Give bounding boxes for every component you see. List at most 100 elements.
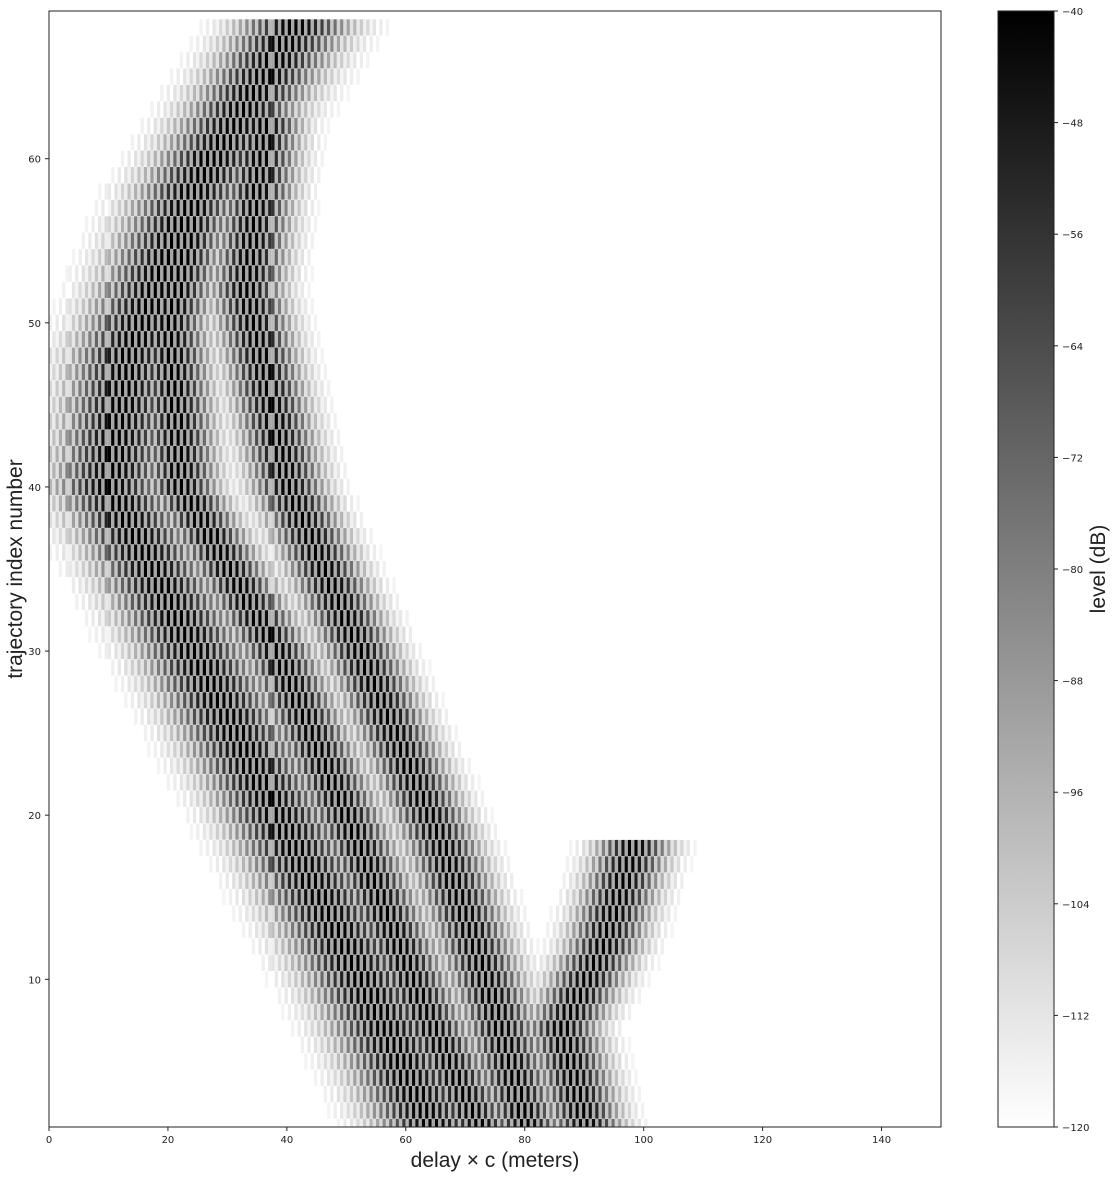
heatmap-cell (268, 314, 272, 331)
heatmap-cell (578, 1020, 583, 1037)
heatmap-cell (156, 363, 161, 381)
heatmap-cell (542, 1069, 547, 1086)
heatmap-cell (287, 905, 292, 922)
heatmap-cell (451, 1020, 455, 1037)
heatmap-cell (346, 1020, 350, 1037)
heatmap-cell (268, 610, 272, 627)
heatmap-cell (166, 708, 171, 725)
heatmap-cell (291, 610, 295, 627)
heatmap-cell (444, 921, 449, 939)
heatmap-cell (493, 938, 498, 955)
heatmap-cell (320, 413, 324, 430)
heatmap-cell (487, 856, 491, 873)
heatmap-cell (333, 1020, 337, 1037)
heatmap-cell (294, 429, 298, 446)
heatmap-cell (111, 380, 115, 397)
heatmap-cell (88, 528, 92, 545)
heatmap-cell (487, 1004, 491, 1021)
heatmap-cell (611, 1086, 615, 1103)
heatmap-cell (484, 1069, 488, 1086)
heatmap-cell (209, 577, 213, 594)
heatmap-cell (690, 856, 694, 873)
heatmap-cell (529, 1020, 534, 1037)
heatmap-cell (222, 446, 226, 463)
heatmap-cell (382, 823, 386, 840)
heatmap-cell (510, 1004, 514, 1021)
heatmap-cell (330, 642, 334, 660)
heatmap-cell (353, 971, 357, 988)
heatmap-cell (618, 872, 622, 889)
heatmap-cell (297, 659, 301, 676)
heatmap-cell (569, 889, 573, 906)
heatmap-cell (627, 938, 632, 955)
heatmap-cell (215, 446, 220, 463)
heatmap-cell (310, 347, 314, 364)
heatmap-cell (310, 1053, 314, 1070)
heatmap-cell (215, 544, 220, 561)
heatmap-cell (362, 528, 367, 545)
heatmap-cell (222, 692, 226, 709)
heatmap-cell (376, 560, 380, 578)
heatmap-cell (127, 347, 131, 364)
heatmap-cell (284, 790, 288, 807)
heatmap-cell (631, 1118, 635, 1127)
heatmap-cell (660, 889, 664, 906)
heatmap-cell (627, 1102, 632, 1119)
heatmap-cell (310, 856, 314, 873)
heatmap-cell (621, 1004, 625, 1021)
heatmap-cell (444, 1102, 449, 1119)
heatmap-cell (340, 659, 344, 676)
heatmap-cell (235, 839, 239, 857)
heatmap-cell (333, 872, 337, 889)
heatmap-cell (448, 774, 452, 791)
heatmap-cell (310, 708, 314, 725)
heatmap-cell (385, 807, 390, 824)
heatmap-cell (143, 429, 148, 446)
heatmap-cell (71, 560, 76, 578)
heatmap-cell (281, 921, 285, 939)
heatmap-cell (320, 642, 324, 660)
heatmap-cell (176, 446, 180, 463)
heatmap-cell (75, 396, 79, 413)
heatmap-cell (235, 446, 239, 463)
heatmap-cell (120, 347, 125, 364)
heatmap-cell (372, 971, 377, 988)
heatmap-cell (313, 363, 318, 381)
heatmap-cell (111, 495, 115, 512)
heatmap-cell (323, 413, 328, 430)
heatmap-cell (588, 1004, 592, 1021)
heatmap-cell (317, 708, 321, 725)
heatmap-cell (441, 807, 445, 824)
heatmap-cell (304, 774, 308, 791)
heatmap-cell (307, 314, 311, 331)
heatmap-cell (297, 823, 301, 840)
heatmap-cell (340, 774, 344, 791)
heatmap-cell (418, 954, 422, 971)
heatmap-cell (667, 839, 671, 857)
heatmap-cell (228, 380, 233, 397)
heatmap-cell (166, 495, 171, 512)
heatmap-cell (294, 462, 298, 479)
heatmap-cell (170, 577, 174, 594)
heatmap-cell (317, 495, 321, 512)
heatmap-cell (323, 396, 328, 413)
heatmap-cell (313, 856, 318, 873)
heatmap-cell (163, 544, 167, 561)
heatmap-cell (238, 544, 242, 561)
heatmap-cell (189, 544, 193, 561)
heatmap-cell (225, 577, 229, 594)
heatmap-cell (608, 1086, 612, 1103)
heatmap-cell (362, 839, 367, 857)
heatmap-cell (248, 905, 252, 922)
heatmap-cell (333, 659, 337, 676)
heatmap-cell (160, 446, 164, 463)
heatmap-cell (366, 889, 370, 906)
heatmap-cell (209, 692, 213, 709)
heatmap-cell (313, 725, 318, 742)
heatmap-cell (268, 544, 272, 561)
heatmap-cell (297, 363, 301, 381)
heatmap-cell (327, 495, 331, 512)
heatmap-cell (287, 429, 292, 446)
heatmap-cell (670, 921, 674, 939)
heatmap-cell (313, 774, 318, 791)
